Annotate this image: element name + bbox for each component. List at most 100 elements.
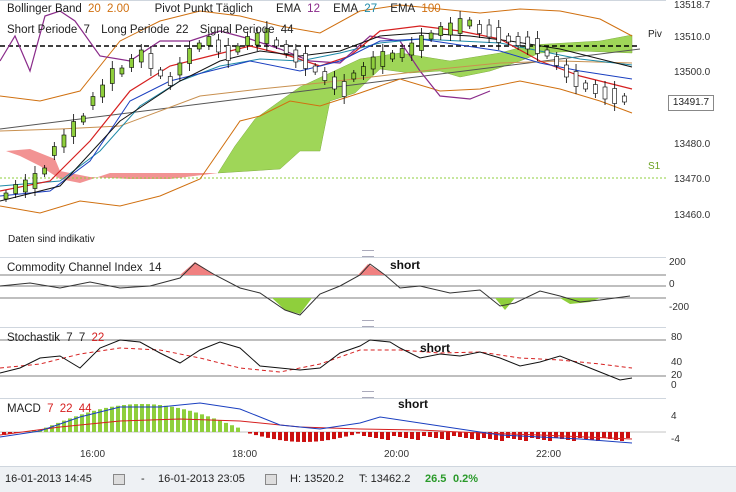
macd-bar: [8, 432, 12, 434]
macd-bar: [266, 432, 270, 438]
macd-bar: [200, 414, 204, 432]
candle-body: [167, 76, 173, 86]
macd-bar: [176, 407, 180, 432]
price-tick: 13518.7: [674, 0, 711, 11]
candle-body: [254, 32, 260, 46]
macd-bar: [272, 432, 276, 440]
candle-body: [61, 134, 67, 148]
candle-body: [554, 56, 560, 66]
calendar-icon[interactable]: [265, 474, 277, 485]
macd-panel[interactable]: MACD 7 22 44 short: [0, 397, 666, 449]
macd-bar: [50, 425, 54, 432]
candle-body: [196, 42, 202, 50]
macd-bar: [230, 425, 234, 432]
stoch-p2: 7: [78, 332, 86, 344]
ema100-value: 100: [421, 3, 441, 15]
macd-bar: [470, 432, 474, 439]
macd-bar: [110, 406, 114, 432]
calendar-icon[interactable]: [113, 474, 125, 485]
pivot-label: Pivot Punkt Täglich: [154, 3, 253, 15]
macd-bar: [536, 432, 540, 439]
stoch-panel[interactable]: Stochastik 7 7 22 short: [0, 327, 666, 393]
price-tick: 13500.0: [674, 67, 711, 78]
s1-axis-label: S1: [648, 161, 661, 172]
stoch-chart: [0, 339, 666, 381]
macd-bar: [98, 409, 102, 432]
macd-bar: [104, 407, 108, 432]
macd-params-legend: Short Periode 7 Long Periode 22 Signal P…: [7, 24, 297, 36]
macd-bar: [602, 432, 606, 438]
macd-bar: [368, 432, 372, 437]
macd-bar: [152, 404, 156, 432]
macd-bar: [248, 432, 252, 434]
footer-bar: 16-01-2013 14:45 - 16-01-2013 23:05 H: 1…: [0, 466, 736, 492]
candle-body: [332, 76, 337, 90]
macd-bar: [92, 410, 96, 432]
candle-body: [341, 81, 347, 97]
price-tick: 13480.0: [674, 139, 711, 150]
macd-legend: MACD 7 22 44: [7, 403, 94, 415]
candle-body: [42, 167, 47, 175]
candle-body: [177, 62, 183, 76]
candle-body: [225, 45, 231, 61]
macd-bar: [182, 409, 186, 432]
panel-resize-handle[interactable]: [362, 320, 374, 327]
cci-label: Commodity Channel Index: [7, 262, 143, 274]
macd-bar: [332, 432, 336, 440]
candle-body: [390, 52, 395, 60]
pivot-axis-label: Piv: [648, 29, 662, 40]
candle-body: [573, 71, 579, 87]
candle-body: [409, 42, 415, 56]
stoch-axis: 80 40 20 0: [667, 327, 736, 392]
candle-body: [32, 173, 38, 189]
cci-legend: Commodity Channel Index 14: [7, 262, 165, 274]
macd-bar: [458, 432, 462, 437]
disclaimer: Daten sind indikativ: [8, 234, 95, 245]
candle-body: [13, 184, 18, 194]
candle-body: [428, 32, 434, 40]
candle-body: [80, 115, 86, 123]
macd-bar: [410, 432, 414, 439]
macd-bar: [398, 432, 402, 437]
candle-body: [506, 35, 511, 43]
macd-bar: [140, 404, 144, 432]
candles: [3, 11, 627, 202]
stoch-tick: 20: [671, 370, 683, 381]
candle-body: [351, 72, 357, 80]
macd-bar: [434, 432, 438, 438]
cci-short-signal: short: [390, 258, 420, 272]
panel-resize-handle[interactable]: [362, 391, 374, 398]
macd-bar: [260, 432, 264, 437]
macd-bar: [590, 432, 594, 440]
macd-bar: [620, 432, 624, 441]
candle-body: [486, 24, 492, 38]
price-tick: 13460.0: [674, 210, 711, 221]
candle-body: [602, 86, 608, 100]
blue-line: [0, 38, 633, 197]
macd-bar: [554, 432, 558, 438]
price-tick: 13470.0: [674, 174, 711, 185]
candle-body: [322, 71, 328, 81]
black-line: [0, 32, 633, 202]
stoch-p1: 7: [66, 332, 73, 344]
price-chart: [0, 4, 666, 214]
macd-bar: [122, 404, 126, 432]
macd-bar: [278, 432, 282, 441]
stoch-tick: 0: [671, 380, 677, 391]
panel-resize-handle[interactable]: [362, 250, 374, 257]
candle-body: [612, 88, 617, 104]
macd-p2: 22: [59, 403, 73, 415]
bollinger-lower: [0, 78, 633, 214]
macd-bar: [284, 432, 288, 441]
candle-body: [283, 44, 289, 54]
cci-tick: 0: [669, 279, 675, 290]
candle-body: [477, 24, 482, 34]
candle-body: [100, 84, 105, 98]
macd-bar: [404, 432, 408, 438]
cci-panel[interactable]: Commodity Channel Index 14 short: [0, 257, 666, 322]
candle-body: [245, 36, 250, 46]
candle-body: [71, 121, 76, 137]
macd-bar: [584, 432, 588, 439]
stoch-p3: 22: [91, 332, 105, 344]
price-chart-panel[interactable]: Bollinger Band 20 2.00 Pivot Punkt Tägli…: [0, 0, 666, 249]
